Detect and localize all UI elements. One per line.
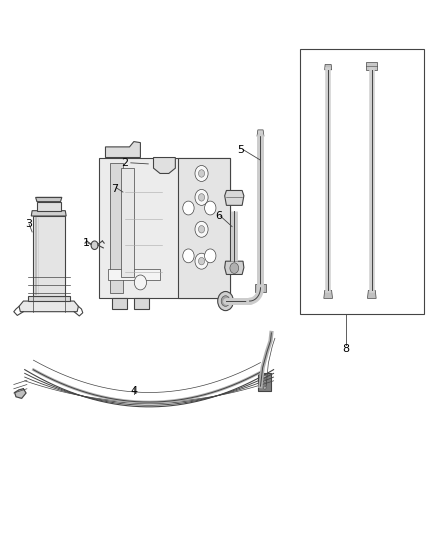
- Bar: [300, 49, 424, 314]
- Text: 6: 6: [215, 211, 223, 221]
- Text: 3: 3: [25, 219, 32, 229]
- Circle shape: [147, 159, 155, 169]
- Polygon shape: [19, 301, 78, 312]
- Circle shape: [264, 375, 266, 378]
- Circle shape: [198, 193, 205, 201]
- Circle shape: [134, 275, 147, 290]
- Polygon shape: [367, 290, 376, 298]
- Polygon shape: [257, 130, 264, 136]
- Circle shape: [195, 189, 208, 205]
- Circle shape: [218, 292, 233, 311]
- Circle shape: [183, 249, 194, 263]
- Circle shape: [198, 257, 205, 265]
- Polygon shape: [366, 62, 378, 70]
- Circle shape: [195, 165, 208, 181]
- Polygon shape: [108, 269, 160, 280]
- Polygon shape: [32, 216, 65, 296]
- Text: 8: 8: [342, 344, 349, 354]
- Polygon shape: [110, 163, 123, 293]
- Polygon shape: [153, 158, 175, 173]
- Circle shape: [264, 379, 266, 382]
- Text: 2: 2: [122, 158, 129, 168]
- Polygon shape: [324, 290, 332, 298]
- Polygon shape: [31, 211, 66, 216]
- Circle shape: [205, 249, 216, 263]
- Circle shape: [264, 386, 266, 389]
- Circle shape: [150, 162, 153, 166]
- Text: 4: 4: [130, 386, 138, 397]
- Polygon shape: [258, 373, 272, 391]
- Text: 7: 7: [111, 184, 118, 195]
- Polygon shape: [255, 284, 266, 292]
- Polygon shape: [28, 296, 70, 301]
- Polygon shape: [121, 168, 134, 277]
- Polygon shape: [325, 64, 332, 70]
- Polygon shape: [106, 142, 141, 158]
- Polygon shape: [225, 261, 244, 274]
- Polygon shape: [35, 197, 62, 201]
- Circle shape: [221, 296, 230, 306]
- Circle shape: [198, 169, 205, 177]
- Text: 5: 5: [237, 144, 244, 155]
- Circle shape: [183, 201, 194, 215]
- Circle shape: [91, 241, 98, 249]
- Polygon shape: [225, 190, 244, 205]
- Circle shape: [230, 263, 239, 273]
- Text: 1: 1: [82, 238, 89, 247]
- Polygon shape: [177, 158, 230, 298]
- Polygon shape: [99, 158, 230, 298]
- Circle shape: [205, 201, 216, 215]
- Circle shape: [195, 221, 208, 237]
- Polygon shape: [134, 298, 149, 309]
- Circle shape: [195, 253, 208, 269]
- Polygon shape: [37, 201, 60, 211]
- Polygon shape: [112, 298, 127, 309]
- Polygon shape: [14, 389, 26, 398]
- Circle shape: [198, 225, 205, 233]
